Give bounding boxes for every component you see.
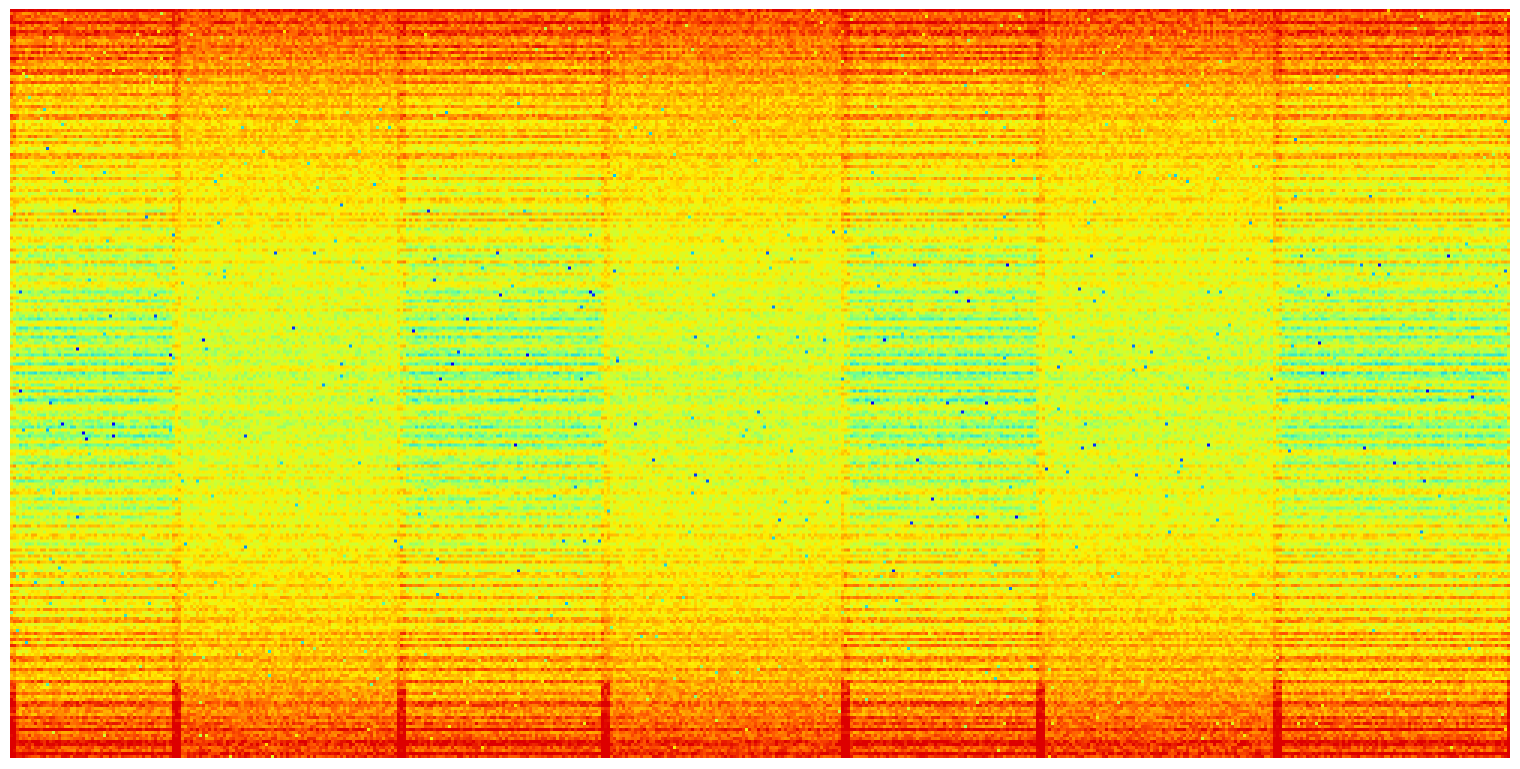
spectrogram-canvas (10, 9, 1510, 758)
spectrogram-heatmap (10, 9, 1510, 758)
